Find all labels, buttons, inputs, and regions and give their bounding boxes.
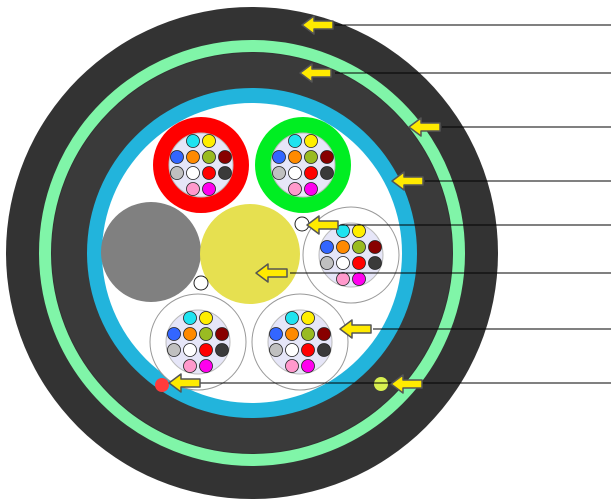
optical-fiber [199,343,213,357]
central-strength-member-callout [255,263,611,283]
optical-fiber [336,256,350,270]
optical-fiber [288,134,302,148]
optical-fiber [170,166,184,180]
tube-gel [165,309,231,375]
optical-fiber [269,343,283,357]
optical-fiber [186,150,200,164]
optical-fiber [288,166,302,180]
arrow-icon [306,215,339,235]
tube-gel [318,222,384,288]
tube-gel [267,309,333,375]
optical-fiber [352,272,366,286]
cable-cross-section [6,7,498,499]
optical-fiber [272,166,286,180]
optical-fiber [183,359,197,373]
optical-fiber [304,150,318,164]
optical-fiber [320,256,334,270]
water-blocking-yarn [294,216,310,232]
arrow-icon [255,263,288,283]
optical-fiber [167,327,181,341]
inner-jacket-callout [408,117,611,137]
optical-fiber [285,327,299,341]
ripcord-yellow [374,377,388,391]
optical-fiber [199,327,213,341]
loose-tube-green [255,117,351,213]
optical-fiber [199,359,213,373]
optical-fiber [183,343,197,357]
optical-fiber [304,134,318,148]
optical-fiber [301,343,315,357]
optical-fiber [183,327,197,341]
optical-fiber [202,134,216,148]
optical-fiber [186,182,200,196]
optical-fiber [352,224,366,238]
optical-fiber [301,311,315,325]
arrow-icon [390,374,423,394]
optical-fiber [368,256,382,270]
optical-fiber [269,327,283,341]
water-blocking-yarn [193,275,209,291]
optical-fiber [336,272,350,286]
loose-tube-callout [339,319,611,339]
optical-fiber [272,150,286,164]
tube-gel [168,132,234,198]
optical-fiber [186,134,200,148]
arrow-icon [391,171,424,191]
loose-tube-red [153,117,249,213]
armor-callout [299,63,611,83]
arrow-icon [168,373,201,393]
water-blocking-tape-callout [391,171,611,191]
optical-fiber [202,182,216,196]
optical-fiber [320,150,334,164]
optical-fiber [285,311,299,325]
filler-rod [101,202,201,302]
optical-fiber [304,166,318,180]
optical-fiber [218,166,232,180]
loose-tube [251,293,349,391]
optical-fiber [317,343,331,357]
optical-fiber [288,182,302,196]
optical-fiber [304,182,318,196]
optical-fiber [368,240,382,254]
central-strength-member [200,204,300,304]
optical-fiber [183,311,197,325]
ripcord-callout [168,373,611,394]
arrow-icon [408,117,441,137]
optical-fiber [186,166,200,180]
optical-fiber [167,343,181,357]
arrow-icon [339,319,372,339]
optical-fiber [317,327,331,341]
optical-fiber [215,327,229,341]
optical-fiber [199,311,213,325]
optical-fiber [336,240,350,254]
optical-fiber [288,150,302,164]
optical-fiber [352,256,366,270]
optical-fiber [215,343,229,357]
optical-fiber [218,150,232,164]
arrow-icon [299,63,332,83]
arrow-icon [301,15,334,35]
optical-fiber [320,166,334,180]
optical-fiber [301,327,315,341]
optical-fiber [285,343,299,357]
armor-ring [39,40,465,466]
tube-gel [270,132,336,198]
optical-fiber [202,166,216,180]
optical-fiber [320,240,334,254]
outer-jacket-callout [301,15,611,35]
optical-fiber [352,240,366,254]
optical-fiber [170,150,184,164]
callout-layer [168,15,611,394]
loose-tube [149,293,247,391]
water-blocking-yarn-callout [306,215,611,235]
optical-fiber [301,359,315,373]
optical-fiber [285,359,299,373]
optical-fiber [202,150,216,164]
ripcord-red [155,378,169,392]
